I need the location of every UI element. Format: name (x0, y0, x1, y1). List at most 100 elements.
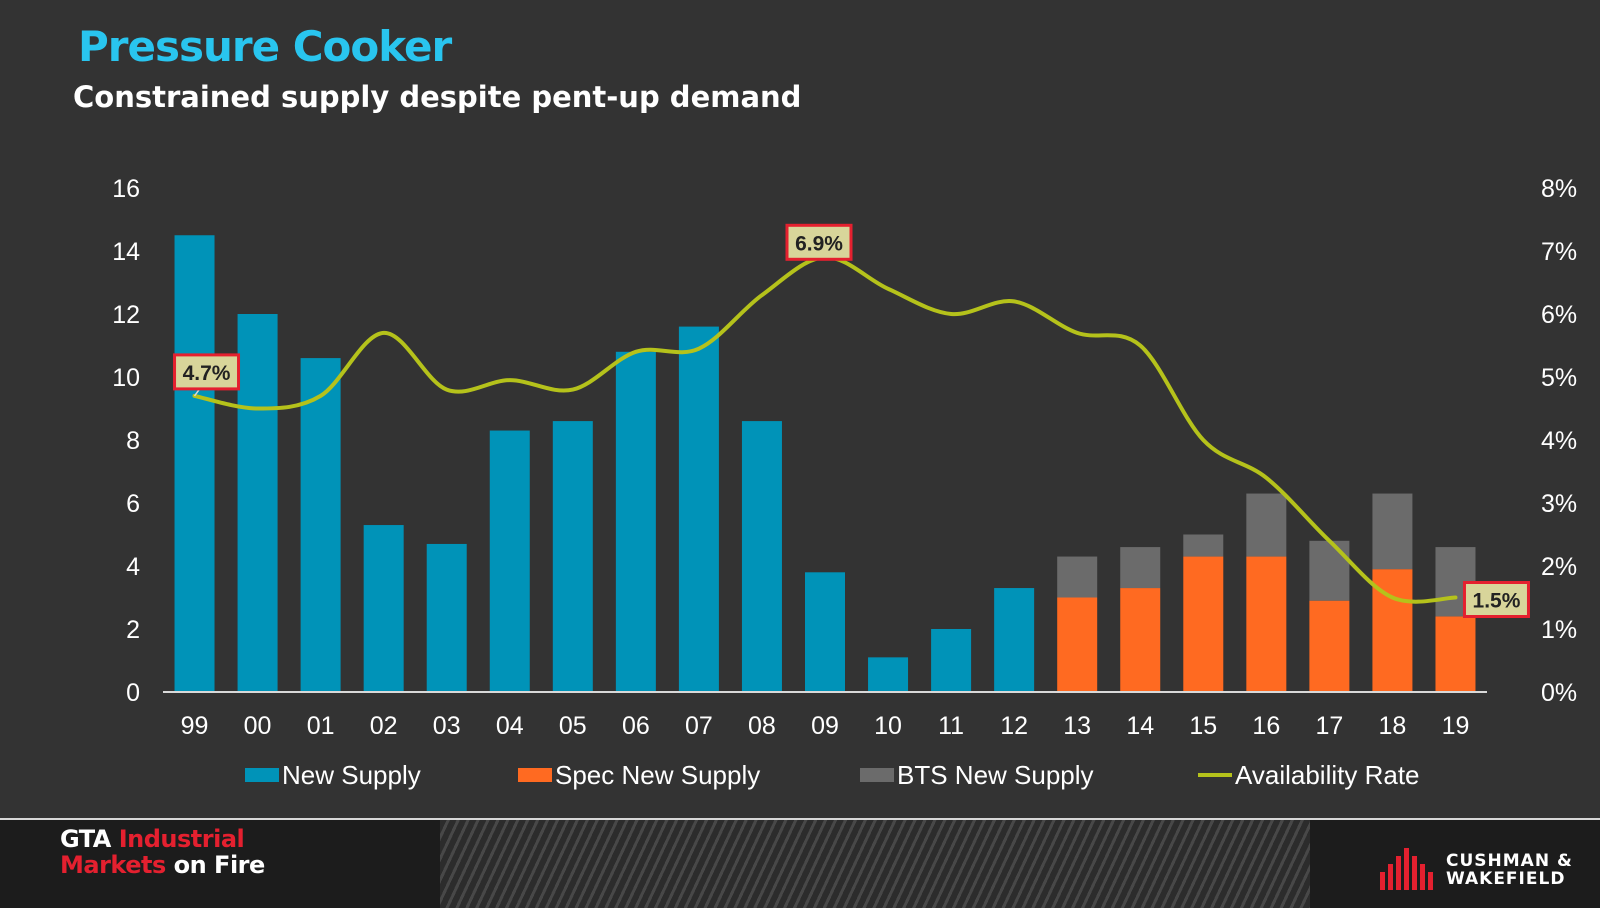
legend-swatch (860, 768, 894, 782)
page-subtitle: Constrained supply despite pent-up deman… (73, 80, 802, 114)
bar-new-supply (426, 543, 467, 692)
bar-new-supply (615, 351, 656, 692)
bar-bts-new-supply (1309, 540, 1350, 601)
footer-stripes (440, 820, 1310, 908)
bar-new-supply (805, 572, 845, 692)
legend-label: Spec New Supply (555, 760, 760, 790)
x-tick-label: 09 (811, 712, 839, 740)
bar-new-supply (931, 629, 972, 692)
x-tick-label: 17 (1315, 712, 1343, 740)
y-right-tick-label: 1% (1541, 616, 1577, 644)
bar-spec-new-supply (1435, 616, 1476, 692)
bar-bts-new-supply (1183, 534, 1224, 557)
bar-new-supply (741, 421, 782, 692)
y-right-tick-label: 2% (1541, 553, 1577, 581)
y-left-tick-label: 4 (126, 553, 140, 581)
bar-spec-new-supply (1120, 588, 1161, 692)
bar-spec-new-supply (1246, 556, 1287, 692)
page-title: Pressure Cooker (78, 22, 452, 71)
bar-new-supply (489, 430, 530, 692)
x-tick-label: 13 (1063, 712, 1091, 740)
bar-new-supply (363, 525, 404, 692)
bar-new-supply (678, 326, 719, 692)
data-label-callout: 6.9% (785, 223, 853, 261)
y-left-tick-label: 2 (126, 616, 140, 644)
x-tick-label: 07 (685, 712, 713, 740)
bar-new-supply (868, 657, 909, 692)
y-right-tick-label: 8% (1541, 175, 1577, 203)
x-tick-label: 15 (1189, 712, 1217, 740)
callout-box (785, 223, 853, 261)
brand-title: GTA Industrial Markets on Fire (60, 826, 265, 878)
x-tick-label: 04 (496, 712, 524, 740)
legend-item: New Supply (245, 760, 421, 790)
x-tick-label: 01 (307, 712, 335, 740)
bar-spec-new-supply (1183, 556, 1224, 692)
x-tick-label: 99 (181, 712, 209, 740)
y-right-tick-label: 6% (1541, 301, 1577, 329)
x-tick-label: 14 (1126, 712, 1154, 740)
y-right-tick-label: 4% (1541, 427, 1577, 455)
x-tick-label: 03 (433, 712, 461, 740)
y-left-tick-label: 10 (112, 364, 140, 392)
y-left-tick-label: 16 (112, 175, 140, 203)
bar-new-supply (174, 235, 215, 692)
footer-divider (0, 818, 1600, 820)
x-tick-label: 06 (622, 712, 650, 740)
bar-bts-new-supply (1120, 547, 1161, 589)
callout-box (1462, 581, 1530, 618)
x-tick-label: 18 (1379, 712, 1407, 740)
x-tick-label: 00 (244, 712, 272, 740)
legend-label: New Supply (282, 760, 421, 790)
legend-item: Availability Rate (1198, 760, 1420, 790)
y-left-tick-label: 12 (112, 301, 140, 329)
bar-bts-new-supply (1246, 493, 1287, 557)
data-label: 4.7% (183, 362, 231, 385)
bar-new-supply (237, 314, 278, 692)
data-label: 6.9% (795, 232, 843, 255)
y-right-tick-label: 5% (1541, 364, 1577, 392)
brand-gta: GTA (60, 825, 119, 853)
data-label-callout: 1.5% (1462, 581, 1530, 618)
company-name: CUSHMAN & WAKEFIELD (1446, 852, 1573, 888)
y-left-tick-label: 8 (126, 427, 140, 455)
legend-item: BTS New Supply (860, 760, 1094, 790)
brand-industrial: Industrial (118, 825, 245, 853)
y-right-tick-label: 0% (1541, 679, 1577, 707)
legend-item: Spec New Supply (518, 760, 760, 790)
company-name-line1: CUSHMAN & (1446, 851, 1573, 871)
x-tick-label: 08 (748, 712, 776, 740)
x-tick-label: 12 (1000, 712, 1028, 740)
cushman-wakefield-logo-icon (1380, 848, 1433, 890)
x-tick-label: 02 (370, 712, 398, 740)
bar-bts-new-supply (1057, 556, 1098, 598)
legend-label: Availability Rate (1235, 760, 1420, 790)
bar-new-supply (994, 588, 1035, 692)
x-tick-label: 16 (1252, 712, 1280, 740)
data-label: 1.5% (1473, 590, 1521, 613)
callout-box (173, 353, 241, 391)
x-tick-label: 05 (559, 712, 587, 740)
y-right-tick-label: 3% (1541, 490, 1577, 518)
y-left-tick-label: 14 (112, 238, 140, 266)
x-tick-label: 11 (938, 712, 964, 740)
bar-new-supply (300, 358, 341, 692)
brand-markets: Markets (60, 851, 174, 879)
brand-on-fire: on Fire (173, 851, 266, 879)
legend-swatch (518, 768, 552, 782)
data-label-callout: 4.7% (173, 353, 241, 397)
bar-spec-new-supply (1057, 597, 1098, 692)
bar-spec-new-supply (1309, 600, 1350, 692)
x-tick-label: 10 (874, 712, 902, 740)
bar-new-supply (552, 421, 593, 692)
company-name-line2: WAKEFIELD (1446, 869, 1566, 889)
legend-label: BTS New Supply (897, 760, 1094, 790)
y-left-tick-label: 0 (126, 679, 140, 707)
x-tick-label: 19 (1442, 712, 1470, 740)
y-right-tick-label: 7% (1541, 238, 1577, 266)
bar-bts-new-supply (1372, 493, 1413, 570)
footer-bar (0, 820, 1600, 908)
y-left-tick-label: 6 (126, 490, 140, 518)
legend-swatch (245, 768, 279, 782)
